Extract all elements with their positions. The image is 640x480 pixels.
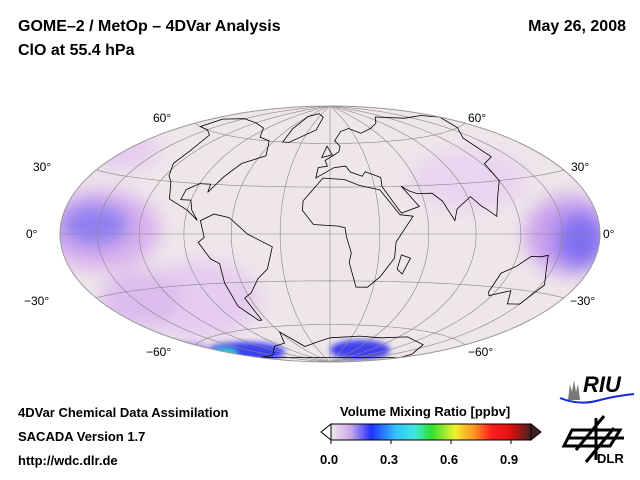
lat-label-right-m60: −60° <box>468 345 494 359</box>
coastline <box>260 330 424 358</box>
lat-label-right-m30: −30° <box>570 294 596 308</box>
lat-label-left-m30: −30° <box>24 294 50 308</box>
footer-url[interactable]: http://wdc.dlr.de <box>18 453 118 468</box>
map-subtitle: ClO at 55.4 hPa <box>18 42 135 59</box>
colorbar-tick-3: 0.9 <box>500 452 519 467</box>
parallel <box>96 280 564 299</box>
lat-label-left-60: 60° <box>153 111 172 125</box>
colorbar-title: Volume Mixing Ratio [ppbv] <box>340 404 511 419</box>
footer-line-1: 4DVar Chemical Data Assimilation <box>18 405 229 420</box>
parallel <box>194 324 466 346</box>
lat-label-right-0: 0° <box>603 227 615 241</box>
lat-label-right-60: 60° <box>468 111 487 125</box>
coastline <box>197 213 273 321</box>
riu-logo-text: RIU <box>583 372 621 397</box>
coastlines <box>168 113 549 358</box>
coastline <box>168 118 270 221</box>
lat-label-left-30: 30° <box>33 160 52 174</box>
map-date: May 26, 2008 <box>528 18 626 35</box>
lat-label-right-30: 30° <box>571 160 590 174</box>
coastline <box>301 177 414 288</box>
colorbar-tick-2: 0.6 <box>440 452 459 467</box>
coastline <box>320 145 333 159</box>
dlr-logo-text: DLR <box>597 451 624 466</box>
footer-line-2: SACADA Version 1.7 <box>18 429 146 444</box>
lat-label-left-m60: −60° <box>146 345 172 359</box>
lat-label-left-0: 0° <box>26 227 38 241</box>
coastline <box>488 254 549 305</box>
coastline <box>396 254 412 275</box>
map-title: GOME–2 / MetOp – 4DVar Analysis <box>18 18 281 35</box>
parallel <box>194 122 466 144</box>
coastline <box>315 115 500 222</box>
graticule <box>60 105 600 363</box>
colorbar-tick-0: 0.0 <box>320 452 339 467</box>
map-border <box>59 105 601 363</box>
colorbar-tick-1: 0.3 <box>380 452 399 467</box>
coastline <box>281 113 324 143</box>
